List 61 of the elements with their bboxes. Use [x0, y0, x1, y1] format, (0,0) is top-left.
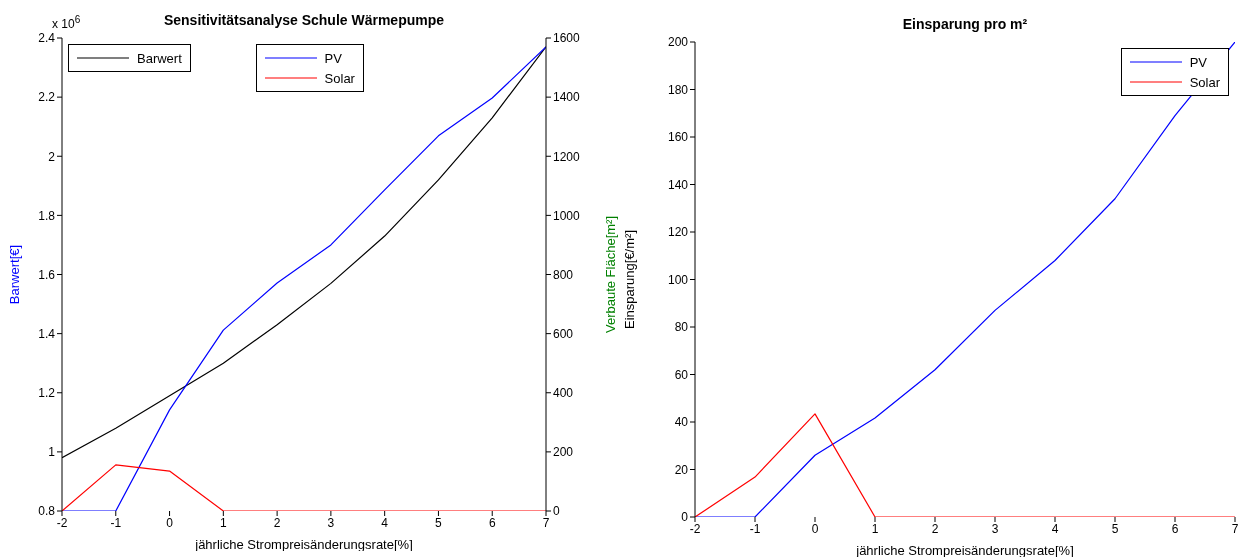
x-axis-title: jährliche Strompreisänderungsrate[%] [855, 543, 1074, 558]
chart-title: Sensitivitätsanalyse Schule Wärmepumpe [163, 12, 445, 28]
y2-tick-label: 1000 [553, 208, 581, 223]
x-tick-label: 2 [931, 521, 939, 536]
x-tick-label: -1 [749, 521, 761, 536]
x-tick-label: 5 [435, 515, 443, 530]
x-tick-label: 3 [991, 521, 999, 536]
y-axis-title: Barwert[€] [6, 244, 22, 305]
chart-title: Einsparung pro m² [901, 16, 1029, 32]
x-tick-label: 7 [542, 515, 550, 530]
y-tick-label: 1.6 [38, 267, 56, 282]
x-tick-label: 2 [273, 515, 281, 530]
x-tick-label: 4 [1051, 521, 1059, 536]
x-tick-label: -1 [110, 515, 122, 530]
y2-tick-label: 1400 [553, 90, 581, 105]
x-tick-label: 6 [488, 515, 496, 530]
x-tick-label: -2 [56, 515, 68, 530]
y-tick-label: 2.4 [38, 31, 56, 46]
y2-axis-title: Verbaute Fläche[m²] [602, 215, 618, 334]
y-tick-label: 20 [674, 462, 689, 477]
legend-label: Solar [1189, 74, 1220, 90]
y-tick-label: 80 [674, 320, 689, 335]
y2-tick-label: 1600 [553, 31, 581, 46]
y-tick-label: 1.4 [38, 326, 56, 341]
y2-tick-label: 600 [553, 326, 574, 341]
x-tick-label: 7 [1231, 521, 1239, 536]
x-tick-label: -2 [689, 521, 701, 536]
y-tick-label: 2.2 [38, 90, 56, 105]
legend-label: Barwert [137, 50, 182, 66]
y-tick-label: 0.8 [38, 504, 56, 519]
x-tick-label: 5 [1111, 521, 1119, 536]
y-tick-label: 40 [674, 415, 689, 430]
x-tick-label: 3 [327, 515, 335, 530]
y-tick-label: 160 [667, 130, 689, 145]
y-tick-label: 1.8 [38, 208, 56, 223]
y-tick-label: 2 [48, 149, 56, 164]
x-tick-label: 1 [219, 515, 227, 530]
y-tick-label: 60 [674, 367, 689, 382]
text: x 10$^{6}$ [52, 14, 81, 31]
y2-tick-label: 800 [553, 267, 574, 282]
y-tick-label: 180 [667, 82, 689, 97]
y2-tick-label: 0 [553, 504, 560, 519]
x-tick-label: 6 [1171, 521, 1179, 536]
legend-label: PV [1189, 54, 1207, 70]
y-tick-label: 1.2 [38, 386, 56, 401]
y-axis-title: Einsparung[€/m²] [621, 230, 637, 329]
legend-label: Solar [324, 70, 355, 86]
y-tick-label: 100 [667, 272, 689, 287]
x-tick-label: 1 [871, 521, 879, 536]
y-tick-label: 140 [667, 177, 689, 192]
y2-tick-label: 400 [553, 386, 574, 401]
y2-tick-label: 200 [553, 445, 574, 460]
x-axis-title: jährliche Strompreisänderungsrate[%] [194, 537, 413, 552]
x-tick-label: 0 [166, 515, 174, 530]
x-tick-label: 4 [381, 515, 389, 530]
x-tick-label: 0 [811, 521, 819, 536]
y-tick-label: 200 [667, 35, 689, 50]
y2-tick-label: 1200 [553, 149, 581, 164]
y-tick-label: 1 [48, 445, 56, 460]
legend-label: PV [324, 50, 342, 66]
y-tick-label: 120 [667, 225, 689, 240]
